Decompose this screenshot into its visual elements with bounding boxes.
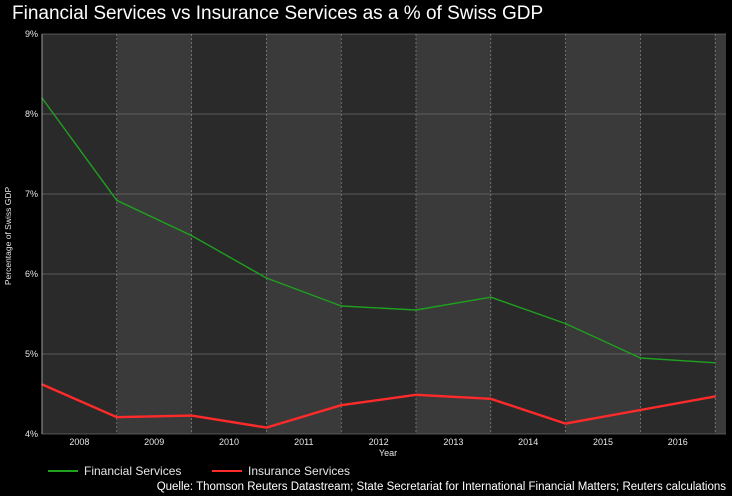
x-tick-label: 2010 [219,437,239,447]
financial-services-point [564,322,567,325]
x-tick-label: 2015 [593,437,613,447]
financial-services-point [639,357,642,359]
legend-financial-label: Financial Services [84,464,182,478]
insurance-services-point [415,394,417,396]
year-band [416,34,491,434]
insurance-services-point [714,395,716,398]
financial-services-point [490,296,492,299]
financial-services-point [116,199,118,202]
legend-insurance: Insurance Services [212,464,350,478]
financial-services-point [340,305,343,307]
x-tick-label: 2008 [69,437,89,447]
legend-insurance-swatch [212,470,242,472]
financial-services-point [714,362,716,364]
financial-services-point [415,309,417,311]
source-note: Quelle: Thomson Reuters Datastream; Stat… [156,481,726,493]
insurance-services-point [564,422,567,425]
financial-services-point [190,234,193,237]
year-band [715,34,726,434]
y-tick-label: 7% [25,189,38,199]
x-tick-label: 2009 [144,437,164,447]
y-tick-label: 8% [25,109,38,119]
y-tick-label: 4% [25,429,38,439]
insurance-services-line [41,383,716,429]
insurance-services-point [639,409,642,411]
financial-services-line [41,97,716,364]
y-tick-label: 9% [25,29,38,39]
financial-services-point [265,277,268,279]
insurance-services-point [265,426,268,429]
chart-title: Financial Services vs Insurance Services… [12,3,544,24]
legend-insurance-label: Insurance Services [248,464,351,478]
year-band [116,34,192,434]
insurance-services-point [490,398,492,400]
x-tick-label: 2011 [294,437,313,447]
insurance-services-point [340,404,343,407]
legend-financial-swatch [48,470,78,472]
year-band [565,34,641,434]
y-axis-title: Percentage of Swiss GDP [3,187,13,286]
x-axis-title: Year [379,448,397,458]
y-tick-label: 6% [25,269,38,279]
insurance-services-point [116,416,118,419]
x-tick-label: 2013 [443,437,463,447]
x-tick-label: 2012 [369,437,389,447]
y-tick-label: 5% [25,349,38,359]
year-band [266,34,342,434]
x-tick-label: 2016 [668,437,688,447]
insurance-services-point [190,414,193,417]
x-tick-label: 2014 [518,437,538,447]
legend-financial: Financial Services [48,464,181,478]
